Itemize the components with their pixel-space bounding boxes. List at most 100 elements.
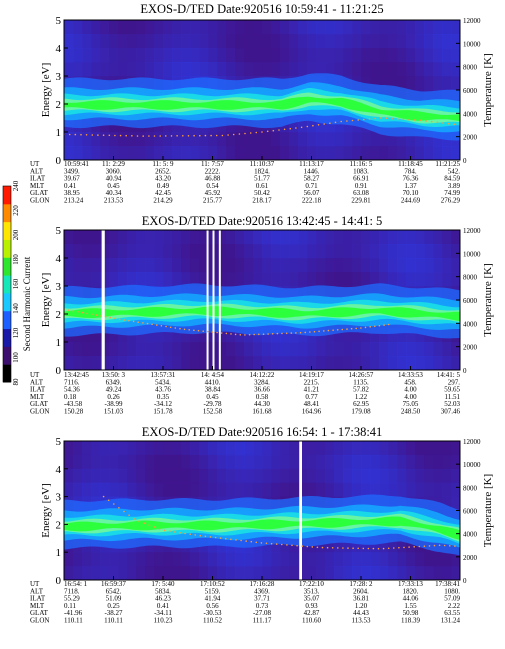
spectrogram-cell — [379, 132, 389, 147]
orbit-cell: 6349. — [106, 378, 122, 386]
orbit-cell: 36.81 — [353, 595, 369, 603]
orbit-cell: 17:22:10 — [299, 580, 324, 588]
spectrogram-cell — [253, 468, 263, 484]
orbit-cell: 49.24 — [106, 386, 122, 394]
spectrogram-cell — [316, 146, 326, 160]
orbit-cell: 150.28 — [64, 408, 84, 416]
spectrogram-cell — [451, 146, 460, 160]
spectrogram-cell — [442, 20, 452, 35]
spectrogram-cell — [136, 552, 146, 567]
y-tick-label: 2 — [56, 519, 62, 531]
spectrogram-cell — [163, 342, 173, 357]
temperature-point — [285, 332, 288, 335]
spectrogram-cell — [334, 538, 344, 553]
orbit-row-label: ALT — [30, 167, 44, 175]
orbit-cell: 57.09 — [444, 595, 460, 603]
orbit-cell: 11:16: 5 — [350, 160, 373, 168]
colorbar-segment — [3, 292, 11, 312]
spectrogram-cell — [136, 441, 146, 456]
spectrogram-cell — [280, 454, 290, 470]
y2-tick-label: 0 — [463, 367, 467, 375]
spectrogram-cell — [271, 342, 281, 357]
orbit-cell: 3513. — [304, 587, 320, 595]
y-tick-label: 2 — [56, 99, 62, 111]
spectrogram-cell — [154, 62, 164, 77]
temperature-point — [225, 332, 228, 335]
spectrogram-cell — [226, 328, 236, 343]
spectrogram-cell — [316, 118, 326, 133]
spectrogram-cell — [433, 552, 443, 567]
spectrogram-cell — [82, 48, 92, 63]
spectrogram-cell — [181, 552, 191, 567]
spectrogram-cell — [136, 454, 146, 470]
colorbar-segment — [3, 186, 11, 205]
temperature-point — [327, 329, 330, 332]
temperature-point — [86, 312, 88, 315]
spectrogram-cell — [73, 482, 83, 498]
spectrogram-cell — [415, 342, 425, 357]
second-harmonic-colorbar: 80 100 120 140 160 180 200 220 240 Second Harmoni… — [2, 180, 32, 386]
spectrogram-cell — [217, 272, 227, 287]
energy-band-layer — [64, 96, 460, 122]
spectrogram-cell — [217, 48, 227, 63]
spectrogram-cell — [433, 48, 443, 63]
spectrogram-cell — [271, 146, 281, 160]
spectrogram-cell — [316, 538, 326, 553]
spectrogram-cell — [307, 20, 317, 35]
spectrogram-cell — [73, 258, 83, 273]
spectrogram-cell — [298, 244, 308, 259]
spectrogram-cell — [352, 328, 362, 343]
spectrogram-cell — [316, 244, 326, 259]
spectrogram-cell — [370, 20, 380, 35]
spectrogram-cell — [244, 62, 254, 77]
spectrogram-cell — [91, 132, 101, 147]
spectrogram-cell — [82, 244, 92, 259]
orbit-cell: 1.22 — [355, 393, 368, 401]
spectrogram-cell — [415, 356, 425, 370]
colorbar-segment — [3, 275, 11, 294]
orbit-cell: 35.07 — [304, 595, 320, 603]
spectrogram-cell — [262, 468, 272, 484]
spectrogram-cell — [64, 468, 74, 484]
temperature-point — [102, 495, 105, 498]
y-tick-label: 4 — [56, 464, 62, 476]
spectrogram-cell — [325, 482, 335, 498]
spectrogram-cell — [343, 342, 353, 357]
spectrogram-cell — [370, 454, 380, 470]
temperature-point — [318, 330, 320, 333]
spectrogram-cell — [208, 48, 218, 63]
spectrogram-cell — [82, 441, 92, 456]
temperature-point — [346, 328, 348, 330]
orbit-cell: -34.11 — [154, 609, 172, 617]
temperature-point — [299, 331, 302, 334]
spectrogram-cell — [334, 230, 344, 245]
spectrogram-cell — [244, 454, 254, 470]
spectrogram-cell — [262, 328, 272, 343]
spectrogram-cell — [451, 441, 460, 456]
spectrogram-cell — [82, 62, 92, 77]
temperature-point — [334, 121, 337, 124]
spectrogram-cell — [226, 454, 236, 470]
spectrogram-cell — [379, 356, 389, 370]
spectrogram-cell — [451, 342, 460, 357]
y2-tick-label: 0 — [463, 577, 467, 585]
spectrogram-cell — [424, 34, 434, 49]
temperature-point — [250, 540, 253, 543]
spectrogram-cell — [64, 244, 74, 259]
spectrogram-cell — [307, 132, 317, 147]
spectrogram-cell — [73, 132, 83, 147]
spectrogram-cell — [190, 146, 200, 160]
spectrogram-cell — [118, 566, 128, 580]
spectrogram-cell — [100, 441, 110, 456]
spectrogram-cell — [442, 272, 452, 287]
spectrogram-cell — [352, 356, 362, 370]
spectrogram-cell — [415, 146, 425, 160]
temperature-point — [170, 135, 173, 137]
spectrogram-cell — [433, 468, 443, 484]
spectrogram-cell — [280, 356, 290, 370]
spectrogram-cell — [343, 62, 353, 77]
spectrogram-cell — [433, 454, 443, 470]
temperature-point — [377, 547, 380, 550]
spectrogram-cell — [370, 552, 380, 567]
temperature-point — [77, 311, 79, 313]
